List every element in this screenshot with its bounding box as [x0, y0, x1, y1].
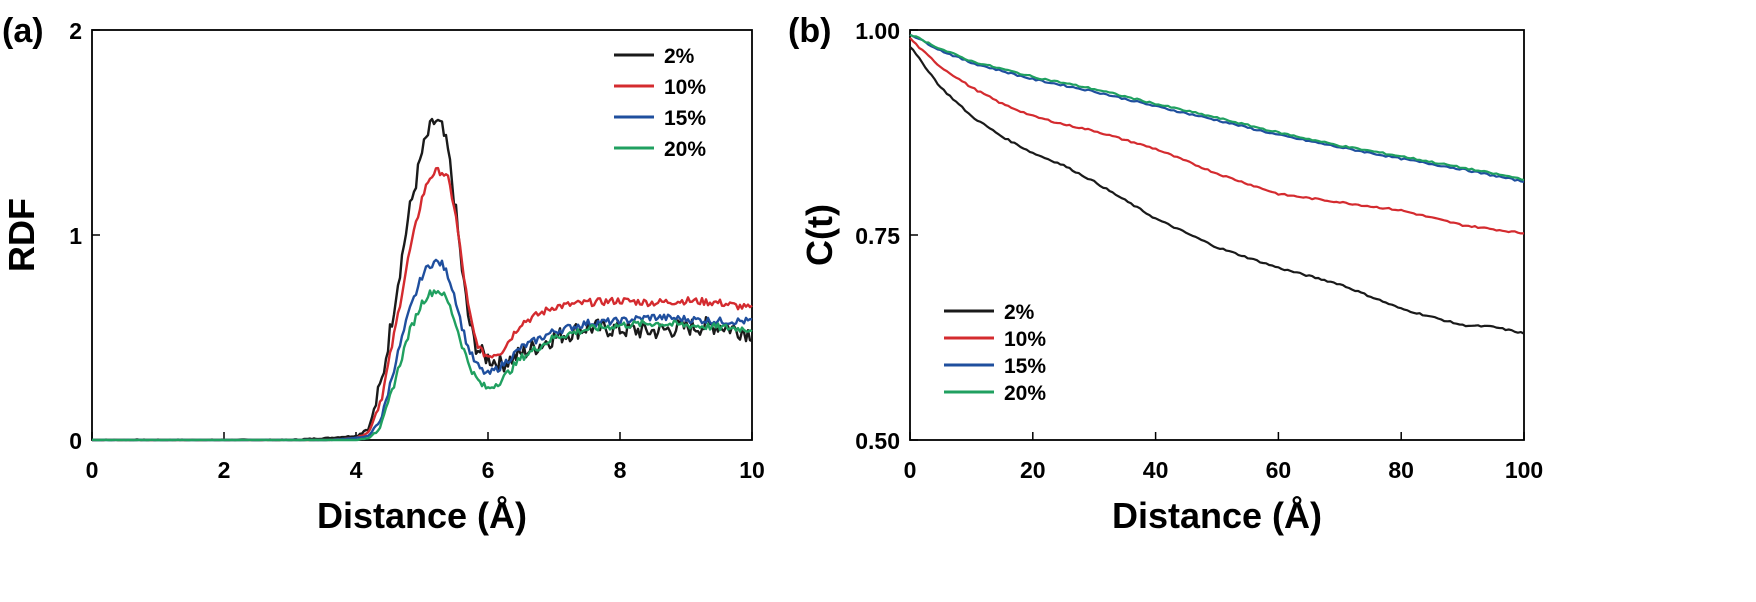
x-tick-label-4: 4: [350, 457, 363, 483]
y-tick-label-2: 2: [69, 18, 82, 44]
panel-label: (a): [2, 12, 44, 50]
legend-label-10pct: 10%: [664, 76, 706, 99]
series-line-15pct: [91, 258, 753, 442]
x-tick-label-60: 60: [1266, 457, 1292, 483]
legend-label-2pct: 2%: [664, 45, 695, 68]
y-tick-label-0-75: 0.75: [855, 223, 900, 249]
y-tick-label-1-00: 1.00: [855, 18, 900, 44]
legend-label-20pct: 20%: [1004, 382, 1046, 405]
y-tick-label-1: 1: [69, 223, 82, 249]
x-tick-label-100: 100: [1505, 457, 1543, 483]
plot-frame: [91, 29, 753, 441]
x-axis-title: Distance (Å): [1112, 495, 1322, 536]
x-tick-label-0: 0: [86, 457, 99, 483]
x-tick-label-6: 6: [482, 457, 495, 483]
legend-label-15pct: 15%: [664, 107, 706, 130]
x-axis-title: Distance (Å): [317, 495, 527, 536]
series-line-15pct: [909, 33, 1525, 183]
legend-label-20pct: 20%: [664, 138, 706, 161]
panel-label: (b): [788, 12, 831, 50]
x-tick-label-2: 2: [218, 457, 231, 483]
series-line-10pct: [909, 37, 1524, 235]
plot-frame: [909, 29, 1525, 441]
series-line-20pct: [91, 289, 753, 442]
chart-panel-b: (b) 0 20 40 60 80 100 0.50 0.75 1.00 Distance (Å) C…: [788, 12, 1543, 536]
legend: 2% 10% 15% 20%: [944, 301, 1046, 405]
y-tick-label-0-50: 0.50: [855, 428, 900, 454]
x-tick-label-40: 40: [1143, 457, 1169, 483]
y-axis-title: C(t): [799, 204, 840, 266]
x-tick-label-0: 0: [904, 457, 917, 483]
series-line-2pct: [909, 46, 1525, 335]
series-line-20pct: [909, 33, 1525, 181]
y-axis-title: RDF: [1, 198, 42, 272]
x-tick-label-8: 8: [614, 457, 627, 483]
y-tick-label-0: 0: [69, 428, 82, 454]
legend-label-15pct: 15%: [1004, 355, 1046, 378]
legend: 2% 10% 15% 20%: [614, 45, 706, 161]
legend-label-2pct: 2%: [1004, 301, 1035, 324]
chart-panel-a: (a) 0 2 4 6 8 10 0 1 2 Distance (Å) RDF 2% 10% 15% 20%: [1, 12, 765, 536]
x-tick-label-80: 80: [1388, 457, 1414, 483]
x-tick-label-10: 10: [739, 457, 765, 483]
legend-label-10pct: 10%: [1004, 328, 1046, 351]
x-tick-label-20: 20: [1020, 457, 1046, 483]
